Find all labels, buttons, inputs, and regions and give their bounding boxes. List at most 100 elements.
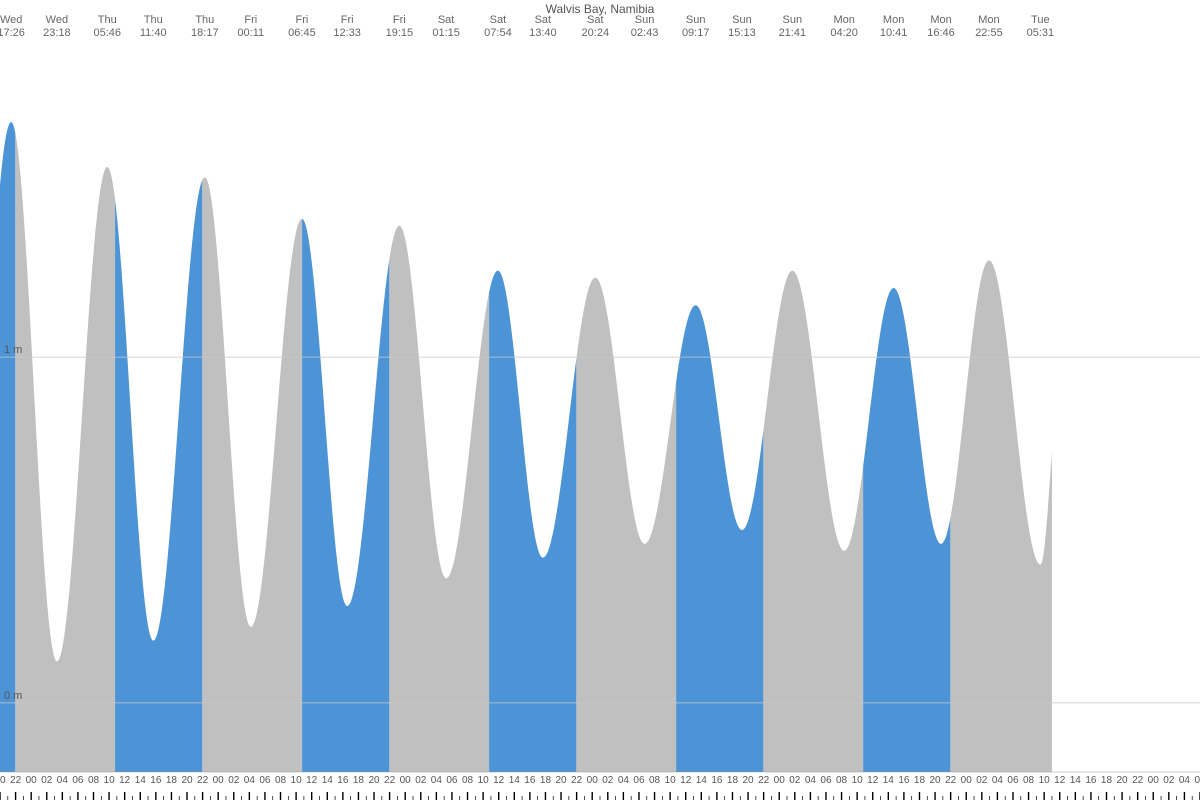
x-tick-label: 12 bbox=[306, 775, 318, 786]
header-timestamp: Sun09:17 bbox=[682, 14, 710, 40]
header-timestamp: Wed17:26 bbox=[0, 14, 25, 40]
x-tick-label: 14 bbox=[696, 775, 708, 786]
x-tick-label: 20 bbox=[1117, 775, 1129, 786]
x-tick-label: 22 bbox=[384, 775, 396, 786]
day-stripe bbox=[863, 288, 950, 772]
x-tick-label: 22 bbox=[197, 775, 209, 786]
header-timestamp: Sat20:24 bbox=[582, 14, 610, 40]
x-tick-label: 14 bbox=[135, 775, 147, 786]
x-tick-label: 14 bbox=[1070, 775, 1082, 786]
x-tick-label: 22 bbox=[1132, 775, 1144, 786]
header-timestamp: Sun15:13 bbox=[728, 14, 756, 40]
x-tick-label: 12 bbox=[867, 775, 879, 786]
header-timestamp: Thu18:17 bbox=[191, 14, 219, 40]
x-tick-label: 20 bbox=[181, 775, 193, 786]
x-tick-label: 00 bbox=[1148, 775, 1160, 786]
x-tick-label: 22 bbox=[571, 775, 583, 786]
x-tick-label: 08 bbox=[1023, 775, 1035, 786]
x-tick-label: 18 bbox=[166, 775, 178, 786]
x-tick-label: 04 bbox=[431, 775, 443, 786]
x-tick-label: 06 bbox=[633, 775, 645, 786]
header-timestamp: Mon16:46 bbox=[927, 14, 955, 40]
header-timestamp: Thu11:40 bbox=[140, 14, 167, 40]
header-timestamp: Fri12:33 bbox=[333, 14, 361, 40]
x-tick-label: 16 bbox=[150, 775, 162, 786]
night-stripe bbox=[202, 177, 302, 772]
x-tick-label: 20 bbox=[555, 775, 567, 786]
y-axis-label: 1 m bbox=[4, 344, 22, 356]
header-timestamp: Fri19:15 bbox=[386, 14, 414, 40]
x-tick-label: 18 bbox=[727, 775, 739, 786]
x-tick-label: 04 bbox=[992, 775, 1004, 786]
x-tick-label: 18 bbox=[914, 775, 926, 786]
x-tick-label: 18 bbox=[540, 775, 552, 786]
header-timestamp: Mon22:55 bbox=[975, 14, 1003, 40]
x-tick-label: 12 bbox=[1054, 775, 1066, 786]
x-tick-label: 10 bbox=[104, 775, 116, 786]
y-axis-label: 0 m bbox=[4, 690, 22, 702]
x-tick-label: 02 bbox=[228, 775, 240, 786]
header-timestamp: Wed23:18 bbox=[43, 14, 71, 40]
header-timestamp: Thu05:46 bbox=[94, 14, 122, 40]
x-tick-label: 02 bbox=[602, 775, 614, 786]
x-tick-label: 16 bbox=[1085, 775, 1097, 786]
x-tick-label: 02 bbox=[41, 775, 53, 786]
header-timestamp-row: Tue22:31Wed04:55Wed10:53Wed17:26Wed23:18… bbox=[0, 14, 1200, 42]
x-tick-label: 20 bbox=[0, 775, 6, 786]
header-timestamp: Sat01:15 bbox=[432, 14, 460, 40]
x-tick-label: 18 bbox=[353, 775, 365, 786]
header-timestamp: Sun21:41 bbox=[779, 14, 807, 40]
x-tick-label: 04 bbox=[618, 775, 630, 786]
x-tick-label: 00 bbox=[587, 775, 599, 786]
x-tick-label: 10 bbox=[291, 775, 303, 786]
x-tick-label: 14 bbox=[509, 775, 521, 786]
day-stripe bbox=[489, 271, 576, 772]
header-timestamp: Fri00:11 bbox=[237, 14, 264, 40]
x-tick-label: 14 bbox=[883, 775, 895, 786]
x-tick-label: 00 bbox=[400, 775, 412, 786]
x-tick-label: 08 bbox=[275, 775, 287, 786]
header-timestamp: Sat13:40 bbox=[529, 14, 557, 40]
x-tick-label: 12 bbox=[680, 775, 692, 786]
tide-chart: Walvis Bay, Namibia Tue22:31Wed04:55Wed1… bbox=[0, 0, 1200, 800]
x-tick-label: 20 bbox=[742, 775, 754, 786]
night-stripe bbox=[950, 260, 1052, 772]
x-tick-label: 20 bbox=[930, 775, 942, 786]
x-tick-label: 16 bbox=[898, 775, 910, 786]
x-tick-label: 02 bbox=[415, 775, 427, 786]
night-stripe bbox=[763, 271, 863, 772]
x-tick-label: 14 bbox=[322, 775, 334, 786]
x-tick-label: 06 bbox=[1194, 775, 1200, 786]
header-timestamp: Mon10:41 bbox=[880, 14, 908, 40]
x-tick-label: 10 bbox=[478, 775, 490, 786]
x-tick-label: 08 bbox=[88, 775, 100, 786]
day-stripe bbox=[676, 305, 763, 772]
x-tick-label: 06 bbox=[820, 775, 832, 786]
x-tick-label: 00 bbox=[774, 775, 786, 786]
x-tick-label: 06 bbox=[259, 775, 271, 786]
x-tick-label: 20 bbox=[368, 775, 380, 786]
x-tick-label: 02 bbox=[976, 775, 988, 786]
header-timestamp: Sun02:43 bbox=[631, 14, 659, 40]
x-tick-label: 08 bbox=[649, 775, 661, 786]
x-tick-label: 02 bbox=[789, 775, 801, 786]
tide-chart-svg: 2022000204060810121416182022000204060810… bbox=[0, 0, 1200, 800]
header-timestamp: Tue05:31 bbox=[1027, 14, 1055, 40]
night-stripe bbox=[576, 278, 676, 772]
night-stripe bbox=[389, 226, 489, 772]
night-stripe bbox=[15, 133, 115, 772]
x-tick-label: 10 bbox=[665, 775, 677, 786]
x-tick-label: 16 bbox=[711, 775, 723, 786]
x-tick-label: 02 bbox=[1163, 775, 1175, 786]
x-tick-label: 16 bbox=[524, 775, 536, 786]
x-tick-label: 16 bbox=[337, 775, 349, 786]
x-tick-label: 08 bbox=[836, 775, 848, 786]
x-tick-label: 04 bbox=[805, 775, 817, 786]
x-tick-label: 10 bbox=[852, 775, 864, 786]
x-tick-label: 12 bbox=[119, 775, 131, 786]
x-tick-label: 04 bbox=[244, 775, 256, 786]
x-tick-label: 00 bbox=[26, 775, 38, 786]
day-stripe bbox=[302, 219, 389, 772]
x-tick-label: 08 bbox=[462, 775, 474, 786]
x-tick-label: 12 bbox=[493, 775, 505, 786]
